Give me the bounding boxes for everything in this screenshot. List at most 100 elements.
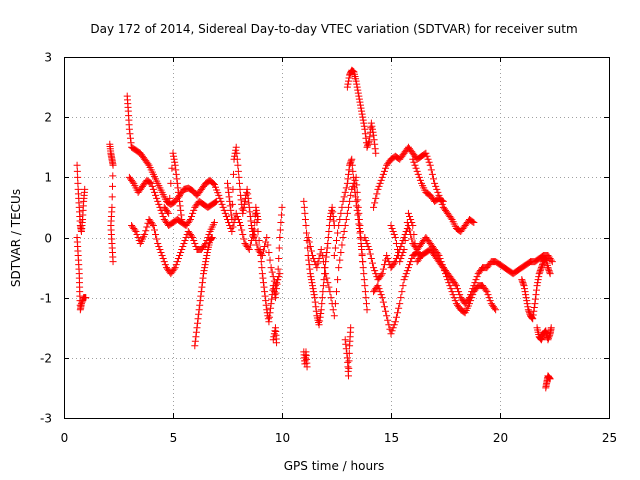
data-point-marker [391,234,399,241]
data-point-marker [319,288,327,296]
data-point-marker [232,143,240,151]
data-point-marker [108,193,116,201]
data-point-marker [434,188,442,196]
data-point-marker [522,291,530,299]
data-point-marker [539,333,547,341]
data-point-marker [254,227,262,235]
data-point-marker [228,227,236,235]
data-point-marker [361,125,369,133]
data-point-marker [276,270,284,278]
data-point-marker [311,258,319,266]
data-point-marker [109,161,117,169]
data-point-marker [408,255,416,263]
data-point-marker [318,300,326,308]
data-point-marker [318,252,326,260]
data-point-marker [317,246,325,254]
data-point-marker [344,170,352,178]
data-point-marker [533,282,541,290]
data-point-marker [535,270,543,278]
data-point-marker [238,205,246,213]
data-point-marker [339,197,347,205]
data-point-marker [315,255,323,263]
data-point-marker [174,255,182,263]
data-point-marker [415,173,423,181]
data-point-marker [208,234,216,241]
data-point-marker [147,179,155,187]
data-point-marker [240,235,248,243]
data-point-marker [370,136,378,144]
data-point-marker [403,267,411,275]
data-point-marker [266,256,274,264]
data-point-marker [546,270,554,278]
data-point-marker [389,227,397,235]
data-points [73,66,556,392]
data-point-marker [201,261,209,269]
data-point-marker [375,285,383,293]
data-point-marker [269,286,277,294]
data-point-marker [243,188,251,196]
data-point-marker [186,215,194,223]
data-point-marker [235,179,243,187]
data-point-marker [167,179,175,187]
data-point-marker [195,310,203,318]
data-point-marker [396,300,404,308]
data-point-marker [180,240,188,248]
data-point-marker [411,240,419,248]
data-point-marker [253,241,261,249]
data-point-marker [177,211,185,219]
data-point-marker [179,243,187,251]
data-point-marker [322,253,330,261]
data-point-marker [522,294,530,302]
data-point-marker [229,223,237,231]
data-point-marker [305,261,313,269]
data-point-marker [261,243,269,251]
data-point-marker [414,170,422,178]
data-point-marker [387,221,395,229]
data-point-marker [125,125,133,133]
data-point-marker [247,221,255,229]
data-point-marker [345,364,353,372]
data-point-marker [402,270,410,278]
data-point-marker [377,176,385,184]
data-point-marker [362,300,370,308]
data-point-marker [368,259,376,267]
data-point-marker [357,240,365,248]
data-point-marker [109,172,117,180]
data-point-marker [221,209,229,217]
data-point-marker [148,220,156,228]
data-point-marker [172,170,180,178]
data-point-marker [384,316,392,324]
data-point-marker [243,185,251,193]
data-point-marker [148,182,156,190]
data-point-marker [311,294,319,302]
data-point-marker [430,175,438,183]
data-point-marker [363,306,371,314]
data-point-marker [200,270,208,278]
data-point-marker [354,215,362,223]
data-point-marker [412,249,420,257]
data-point-marker [389,324,397,332]
data-point-marker [412,164,420,172]
data-point-marker [365,137,373,145]
data-point-marker [354,89,362,97]
data-point-marker [422,149,430,157]
data-point-marker [273,285,281,293]
x-tick-label: 5 [170,431,178,445]
data-point-marker [203,252,211,260]
data-point-marker [150,188,158,196]
data-point-marker [194,315,202,323]
data-point-marker [452,282,460,290]
data-point-marker [337,209,345,217]
data-point-marker [340,227,348,235]
data-point-marker [407,215,415,223]
data-point-marker [377,271,385,279]
data-point-marker [345,357,353,365]
data-point-marker [174,184,182,192]
data-point-marker [394,246,402,254]
data-point-marker [341,188,349,196]
data-point-marker [250,226,258,234]
data-point-marker [347,324,355,332]
data-point-marker [356,101,364,109]
data-point-marker [169,149,177,157]
